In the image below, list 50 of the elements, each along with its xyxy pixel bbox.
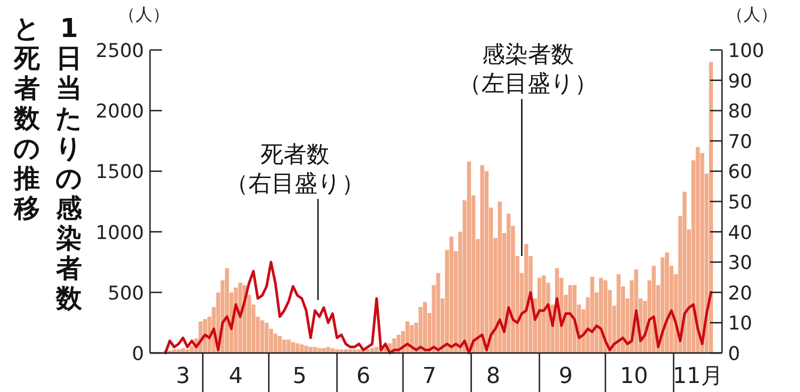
y2-tick-label: 60	[728, 161, 752, 184]
x-tick-label: 4	[228, 364, 243, 389]
y2-tick-label: 90	[728, 70, 752, 92]
x-tick-label: 10	[620, 364, 648, 389]
bar	[524, 244, 528, 353]
y-tick-label: 1000	[96, 222, 144, 244]
annotation: （左目盛り）	[458, 71, 598, 97]
y2-tick-label: 100	[728, 40, 764, 62]
bar	[696, 146, 700, 353]
y2-tick-label: 20	[728, 282, 752, 304]
y2-axis-title: （人）	[726, 5, 778, 25]
bar	[282, 340, 286, 353]
y-tick-label: 500	[108, 282, 144, 304]
bar	[322, 348, 326, 353]
x-tick-label: 7	[422, 364, 436, 389]
x-tick-label: 3	[176, 364, 190, 389]
y2-tick-label: 50	[728, 192, 752, 214]
bar	[436, 273, 440, 353]
chart-title: 1日当たりの感染者数と死者数の推移	[14, 14, 82, 314]
annotation: 感染者数	[482, 42, 574, 68]
bar	[370, 348, 374, 353]
bar	[326, 346, 330, 353]
y-tick-label: 2500	[96, 40, 144, 62]
y-tick-label: 2000	[96, 100, 144, 123]
y2-tick-label: 70	[728, 130, 752, 153]
x-tick-label: 6	[356, 364, 370, 389]
x-tick-label: 11月	[672, 364, 723, 389]
bar	[568, 285, 572, 353]
line-series	[164, 260, 712, 354]
y2-tick-label: 10	[728, 312, 752, 335]
bar	[480, 165, 484, 353]
bar	[300, 344, 304, 353]
y2-tick-label: 0	[728, 343, 740, 365]
y2-tick-label: 30	[728, 252, 752, 274]
bar	[304, 346, 308, 353]
bar	[278, 336, 282, 353]
x-tick-label: 9	[558, 364, 573, 389]
x-tick-label: 8	[486, 364, 500, 389]
annotation: （右目盛り）	[226, 171, 364, 197]
y2-tick-label: 80	[728, 100, 752, 123]
bar	[590, 276, 594, 353]
annotation: 死者数	[260, 142, 330, 168]
y-tick-label: 1500	[96, 161, 144, 184]
x-tick-label: 5	[292, 364, 307, 389]
bar	[260, 320, 264, 353]
y2-tick-label: 40	[728, 222, 752, 244]
bar	[498, 202, 502, 353]
y-tick-label: 0	[132, 343, 144, 365]
y-axis-title: （人）	[118, 5, 170, 25]
bar	[542, 275, 546, 353]
